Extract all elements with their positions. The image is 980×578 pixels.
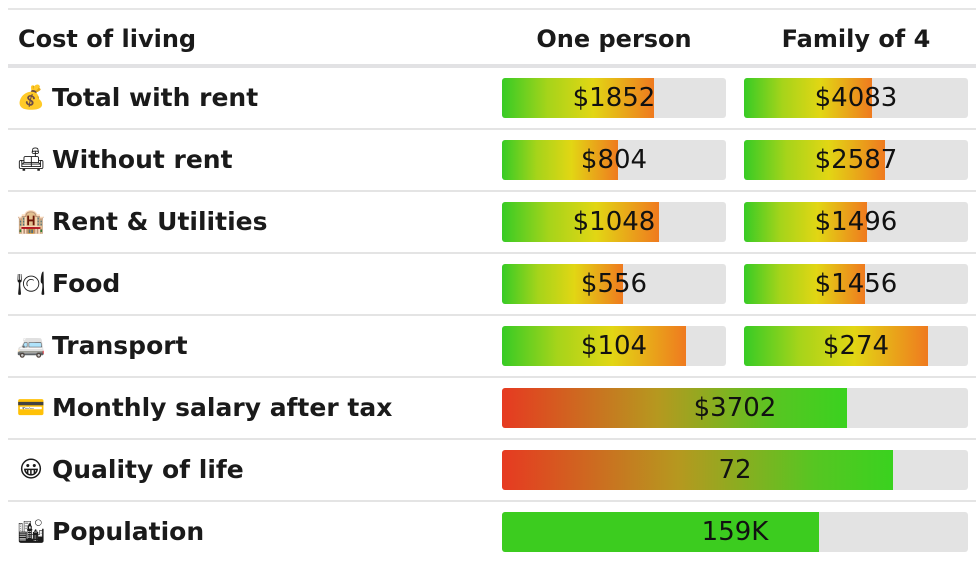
bar-fill	[744, 78, 872, 118]
value-bar: $3702	[502, 388, 968, 428]
row-label: 😀 Quality of life	[16, 440, 244, 500]
row-label: 🏨 Rent & Utilities	[16, 192, 268, 252]
bar-fill	[744, 202, 868, 242]
header-cost-of-living: Cost of living	[18, 25, 197, 53]
row-label: 🏙 Population	[16, 502, 204, 562]
row-label: 💳 Monthly salary after tax	[16, 378, 393, 438]
money-bag-icon: 💰	[16, 85, 46, 111]
bar-value: $1852	[572, 83, 656, 113]
header-one-person: One person	[536, 25, 692, 53]
row-label-text: Food	[52, 269, 121, 298]
bar-fill	[744, 140, 886, 180]
bar-fill	[502, 140, 619, 180]
row-label-text: Without rent	[52, 145, 233, 174]
family-bar: $4083	[744, 78, 968, 118]
bar-fill	[502, 388, 847, 428]
couch-icon: 🛋	[16, 147, 46, 173]
table-header: Cost of living One person Family of 4	[8, 8, 976, 68]
bar-value: $556	[580, 269, 648, 299]
family-bar: $274	[744, 326, 968, 366]
row-label-text: Total with rent	[52, 83, 259, 112]
one-person-bar: $1852	[502, 78, 726, 118]
plate-icon: 🍽	[16, 271, 46, 297]
row-label-text: Transport	[52, 331, 188, 360]
family-bar: $1496	[744, 202, 968, 242]
bar-value: $3702	[693, 393, 777, 423]
family-bar: $2587	[744, 140, 968, 180]
table-row: 🏨 Rent & Utilities $1048 $1496	[8, 192, 976, 254]
bar-fill	[502, 326, 686, 366]
table-row: 🏙 Population 159K	[8, 502, 976, 564]
family-bar: $1456	[744, 264, 968, 304]
header-family-of-4: Family of 4	[781, 25, 931, 53]
row-label: 🚐 Transport	[16, 316, 188, 376]
bar-value: 159K	[701, 517, 769, 547]
bar-value: $274	[822, 331, 890, 361]
smiley-icon: 😀	[19, 457, 43, 483]
row-label-text: Rent & Utilities	[52, 207, 268, 236]
bar-value: $1048	[572, 207, 656, 237]
one-person-bar: $556	[502, 264, 726, 304]
bar-value: $104	[580, 331, 648, 361]
table-row: 💰 Total with rent $1852 $4083	[8, 68, 976, 130]
bar-fill	[744, 264, 865, 304]
bar-fill	[502, 450, 894, 490]
row-label: 🛋 Without rent	[16, 130, 233, 190]
bar-value: $2587	[814, 145, 898, 175]
one-person-bar: $1048	[502, 202, 726, 242]
row-label-text: Population	[52, 517, 205, 546]
credit-card-icon: 💳	[16, 395, 46, 421]
row-label-text: Monthly salary after tax	[52, 393, 393, 422]
bar-fill	[502, 78, 655, 118]
table-row: 🛋 Without rent $804 $2587	[8, 130, 976, 192]
cost-of-living-table: Cost of living One person Family of 4 💰 T…	[8, 8, 976, 564]
bar-value: 72	[718, 455, 752, 485]
bar-fill	[502, 512, 819, 552]
one-person-bar: $104	[502, 326, 726, 366]
table-row: 🚐 Transport $104 $274	[8, 316, 976, 378]
bar-value: $804	[580, 145, 648, 175]
row-label-text: Quality of life	[52, 455, 244, 484]
value-bar: 159K	[502, 512, 968, 552]
row-label: 💰 Total with rent	[16, 68, 258, 128]
row-label: 🍽 Food	[16, 254, 120, 314]
one-person-bar: $804	[502, 140, 726, 180]
bar-value: $1496	[814, 207, 898, 237]
bar-fill	[502, 264, 623, 304]
table-row: 😀 Quality of life 72	[8, 440, 976, 502]
bar-fill	[502, 202, 659, 242]
city-icon: 🏙	[16, 519, 46, 545]
value-bar: 72	[502, 450, 968, 490]
hotel-icon: 🏨	[16, 209, 46, 235]
table-row: 💳 Monthly salary after tax $3702	[8, 378, 976, 440]
table-body: 💰 Total with rent $1852 $4083 🛋 Without rent $…	[8, 68, 976, 564]
bar-value: $4083	[814, 83, 898, 113]
bus-icon: 🚐	[16, 333, 46, 359]
bar-fill	[744, 326, 928, 366]
table-row: 🍽 Food $556 $1456	[8, 254, 976, 316]
bar-value: $1456	[814, 269, 898, 299]
